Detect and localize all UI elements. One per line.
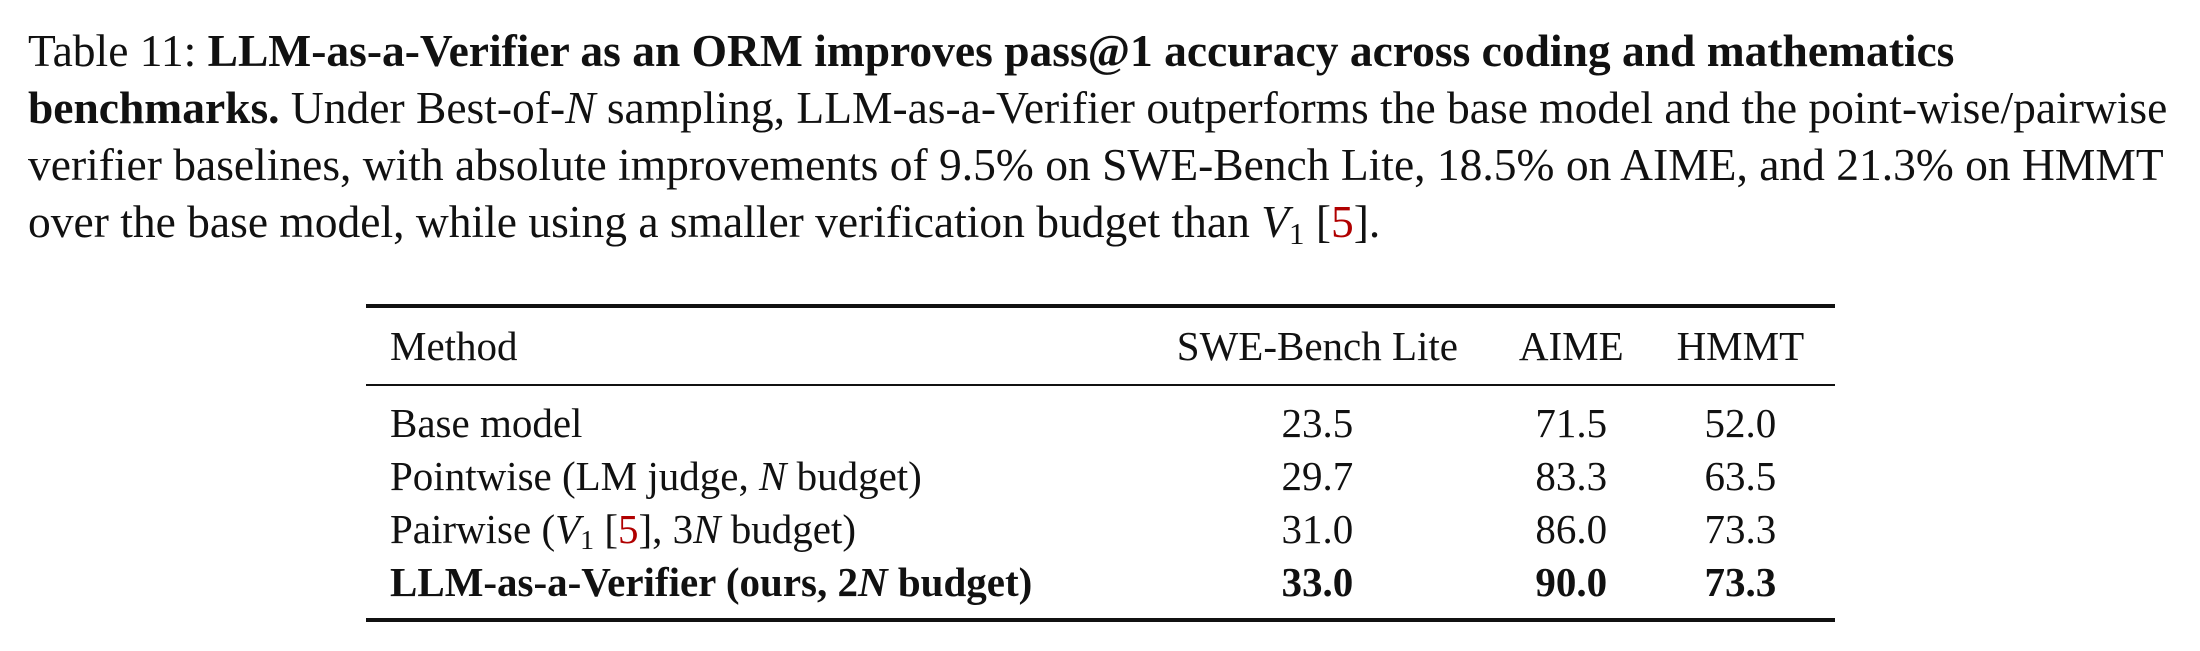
cell-aime: 90.0: [1535, 558, 1608, 605]
table-row-pointwise: Pointwise (LM judge, N budget) 29.7 83.3…: [366, 449, 1835, 502]
caption-title: LLM-as-a-Verifier as an ORM improves pas…: [28, 25, 1955, 133]
caption-text-1: Under Best-of-: [290, 82, 566, 133]
method-var-n: N: [758, 452, 787, 499]
method-cite-pre: [: [594, 505, 618, 552]
method-var-n: N: [858, 558, 888, 605]
caption-text-5: on HMMT over the base model, while using…: [28, 139, 2163, 247]
table-row-pairwise: Pairwise (V1 [5], 3N budget) 31.0 86.0 7…: [366, 502, 1835, 555]
cell-aime: 83.3: [1535, 452, 1608, 499]
caption-cite-close: ].: [1353, 196, 1381, 247]
header-hmmt: HMMT: [1676, 323, 1805, 369]
method-var-n: N: [693, 505, 721, 552]
method-prefix: Pointwise (LM judge,: [390, 452, 759, 499]
caption-pct-hmmt: 21.3%: [1836, 139, 1954, 190]
caption-pct-swe: 9.5%: [939, 139, 1034, 190]
method-multiplier: 3: [672, 505, 694, 552]
row-method: LLM-as-a-Verifier (ours, 2N budget): [366, 555, 1148, 620]
method-citation-link[interactable]: 5: [618, 505, 639, 552]
results-table: Method SWE-Bench Lite AIME HMMT Base mod…: [366, 304, 1835, 622]
caption-var-n: N: [565, 82, 596, 133]
method-suffix: budget): [786, 452, 922, 499]
method-prefix: LLM-as-a-Verifier (ours,: [390, 558, 838, 605]
cell-aime: 71.5: [1535, 399, 1608, 446]
caption-text-4: on AIME, and: [1565, 139, 1825, 190]
caption-citation-link[interactable]: 5: [1331, 196, 1354, 247]
row-method: Base model: [390, 399, 583, 446]
cell-aime: 86.0: [1535, 505, 1608, 552]
header-swe-bench-lite: SWE-Bench Lite: [1176, 323, 1458, 369]
caption-cite-open: [: [1315, 196, 1331, 247]
caption-var-v-sub: 1: [1289, 215, 1305, 251]
cell-hmmt: 63.5: [1704, 452, 1777, 499]
cell-hmmt: 73.3: [1704, 505, 1777, 552]
caption-text-3: on SWE-Bench Lite,: [1045, 139, 1426, 190]
row-method: Pairwise (V1 [5], 3N budget): [366, 502, 1148, 555]
header-method: Method: [390, 323, 518, 369]
method-multiplier: 2: [837, 558, 859, 605]
row-method: Pointwise (LM judge, N budget): [366, 449, 1148, 502]
method-suffix: budget): [887, 558, 1033, 605]
caption-pct-aime: 18.5%: [1436, 139, 1555, 190]
header-aime: AIME: [1518, 323, 1624, 369]
method-cite-post: ],: [638, 505, 673, 552]
method-prefix: Pairwise (: [390, 505, 556, 552]
cell-swe: 29.7: [1281, 452, 1354, 499]
method-var-v: V: [555, 505, 581, 552]
cell-swe: 33.0: [1281, 558, 1354, 605]
table-row-llm-as-a-verifier: LLM-as-a-Verifier (ours, 2N budget) 33.0…: [366, 555, 1835, 620]
table-caption: Table 11: LLM-as-a-Verifier as an ORM im…: [28, 22, 2178, 250]
cell-hmmt: 73.3: [1704, 558, 1777, 605]
method-suffix: budget): [720, 505, 857, 552]
cell-swe: 23.5: [1281, 399, 1354, 446]
results-table-wrapper: Method SWE-Bench Lite AIME HMMT Base mod…: [366, 304, 1835, 622]
caption-label: Table 11:: [28, 25, 197, 76]
table-row-base-model: Base model 23.5 71.5 52.0: [366, 385, 1835, 449]
table-header-row: Method SWE-Bench Lite AIME HMMT: [366, 306, 1835, 385]
method-var-v-sub: 1: [580, 524, 595, 556]
cell-swe: 31.0: [1281, 505, 1354, 552]
caption-var-v: V: [1261, 196, 1289, 247]
cell-hmmt: 52.0: [1704, 399, 1777, 446]
caption-text-2: sampling, LLM-as-a-Verifier outperforms …: [28, 82, 2168, 190]
